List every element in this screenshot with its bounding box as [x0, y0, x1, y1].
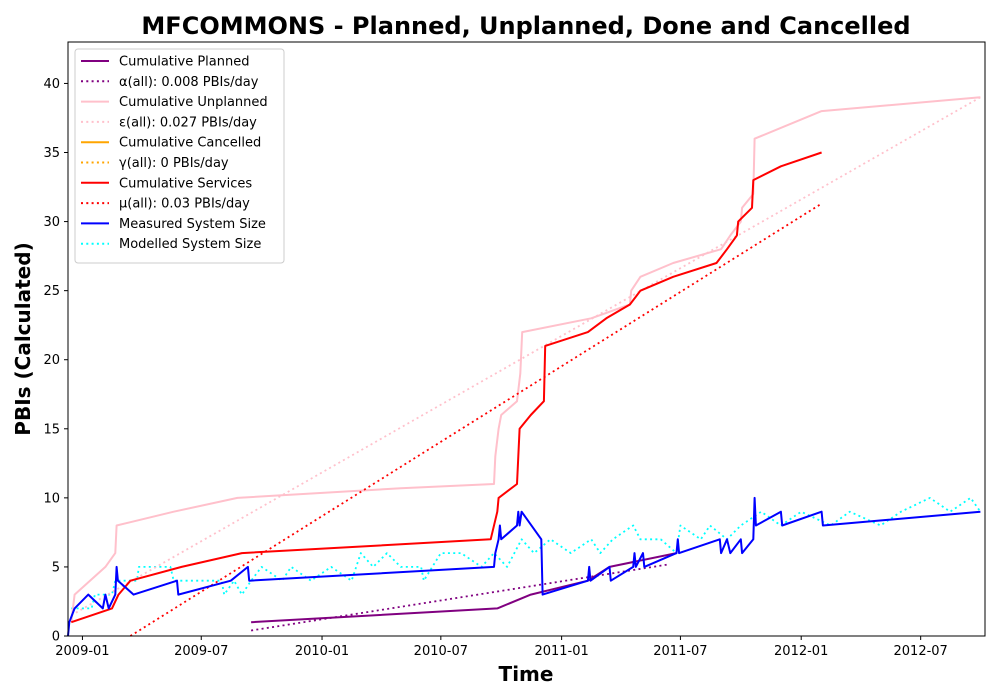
y-tick-label: 0	[52, 630, 60, 645]
y-axis-title: PBIs (Calculated)	[11, 242, 35, 435]
x-tick-label: 2010-07	[414, 644, 468, 659]
legend-label: Cumulative Planned	[119, 55, 249, 70]
legend-label: ε(all): 0.027 PBIs/day	[119, 115, 257, 130]
legend-label: μ(all): 0.03 PBIs/day	[119, 197, 250, 212]
series-line-cumulative-planned	[251, 552, 677, 624]
series-line-measured-system-size	[67, 496, 981, 637]
y-tick-label: 10	[43, 491, 60, 506]
y-tick-label: 20	[43, 353, 60, 368]
legend: Cumulative Planned α(all): 0.008 PBIs/day…	[74, 48, 285, 264]
series-line-all-0-03-pbis-day	[129, 202, 823, 637]
legend-label: Modelled System Size	[119, 237, 261, 252]
legend-label: Cumulative Cancelled	[119, 136, 261, 151]
legend-label: α(all): 0.008 PBIs/day	[119, 75, 259, 90]
plot-frame	[67, 41, 986, 637]
y-tick-label: 25	[43, 284, 60, 299]
y-tick-label: 30	[43, 215, 60, 230]
legend-label: Cumulative Services	[119, 176, 252, 191]
plot-area	[67, 96, 982, 637]
legend-label: γ(all): 0 PBIs/day	[119, 156, 229, 171]
series-line-all-0-008-pbis-day	[250, 563, 671, 632]
x-tick-label: 2009-01	[55, 644, 109, 659]
x-axis-title: Time	[499, 662, 554, 686]
legend-label: Cumulative Unplanned	[119, 95, 268, 110]
y-tick-label: 15	[43, 422, 60, 437]
chart-title: MFCOMMONS - Planned, Unplanned, Done and…	[141, 12, 910, 40]
y-axis: 0 5 10 15 20 25 30 35 40	[43, 77, 68, 645]
x-tick-label: 2009-07	[174, 644, 228, 659]
x-axis: 2009-01 2009-07 2010-01 2010-07 2011-01 2011-…	[55, 636, 948, 659]
x-tick-label: 2011-07	[653, 644, 707, 659]
x-tick-label: 2012-07	[894, 644, 948, 659]
legend-box	[74, 48, 285, 264]
y-tick-label: 40	[43, 77, 60, 92]
y-tick-label: 5	[52, 560, 60, 575]
x-tick-label: 2011-01	[534, 644, 588, 659]
series-line-modelled-system-size	[71, 497, 982, 610]
series-line-cumulative-unplanned	[70, 96, 981, 623]
series-line-cumulative-services	[70, 151, 822, 624]
y-tick-label: 35	[43, 146, 60, 161]
legend-label: Measured System Size	[119, 217, 266, 232]
x-tick-label: 2010-01	[295, 644, 349, 659]
x-tick-label: 2012-01	[774, 644, 828, 659]
